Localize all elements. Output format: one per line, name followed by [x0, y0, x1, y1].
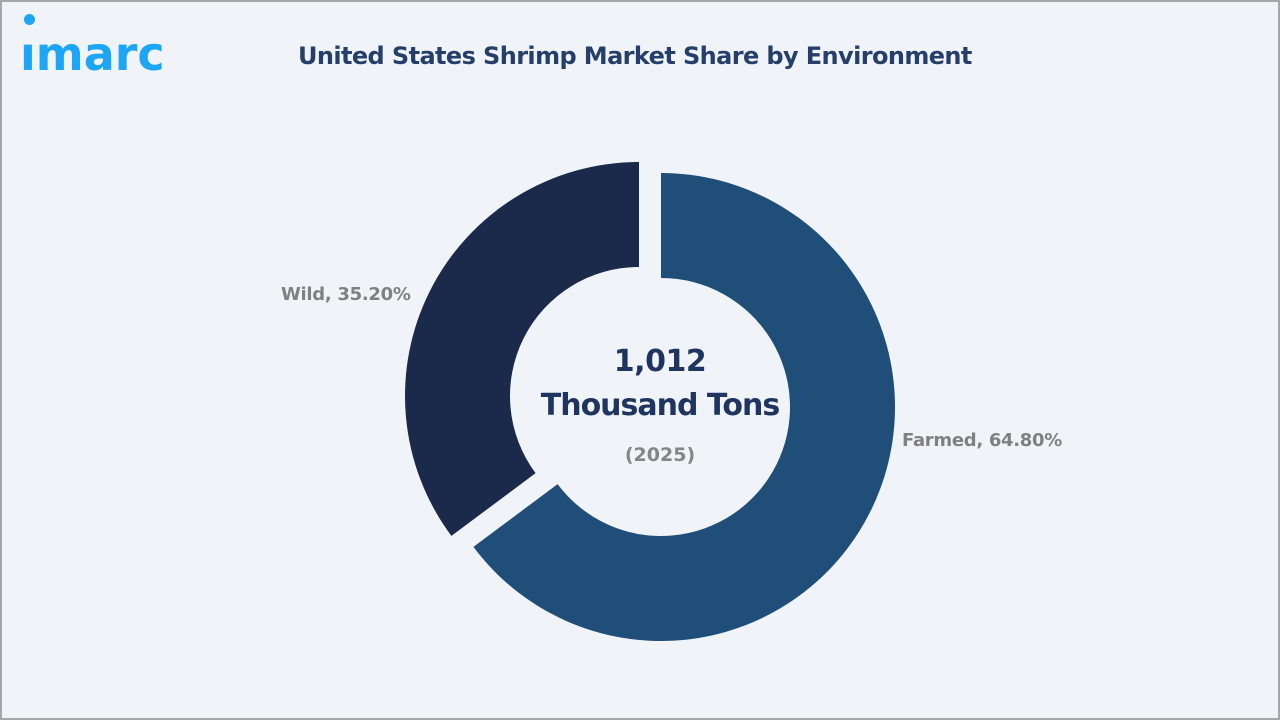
imarc-logo: ımarc: [20, 14, 200, 81]
center-year: (2025): [624, 444, 696, 466]
slice-farmed: [473, 173, 895, 641]
center-total-value: 1,012: [613, 344, 707, 379]
label-farmed: Farmed, 64.80%: [902, 430, 1062, 451]
slice-wild: [404, 162, 639, 536]
label-wild: Wild, 35.20%: [281, 284, 411, 305]
logo-text: ımarc: [20, 27, 165, 81]
logo-dot-icon: [24, 14, 35, 25]
chart-title: United States Shrimp Market Share by Env…: [298, 42, 972, 70]
center-total-unit: Thousand Tons: [540, 388, 780, 423]
